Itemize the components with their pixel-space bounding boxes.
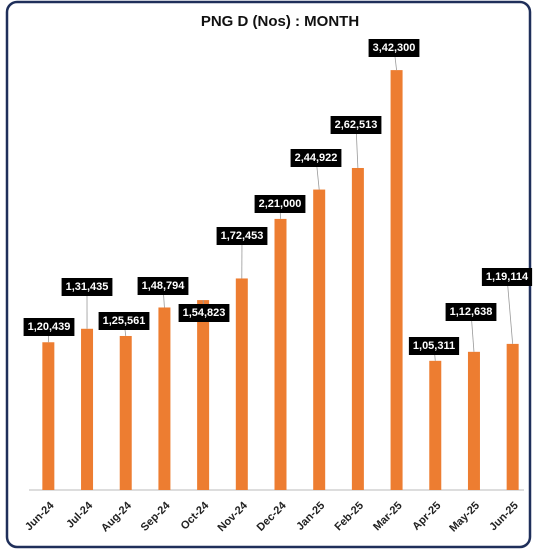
data-label-box xyxy=(178,304,230,322)
data-label-box xyxy=(216,227,268,245)
bar xyxy=(274,218,287,490)
bar xyxy=(313,189,326,490)
bar xyxy=(158,307,171,490)
bar xyxy=(235,278,248,490)
data-label-box xyxy=(98,312,150,330)
data-label-box xyxy=(481,268,533,286)
data-label: 1,05,311 xyxy=(413,340,455,352)
data-label: 2,62,513 xyxy=(335,119,378,131)
bar xyxy=(351,167,364,490)
data-label: 3,42,300 xyxy=(373,42,416,54)
bar xyxy=(467,351,480,490)
data-label: 1,31,435 xyxy=(66,281,109,293)
bar xyxy=(81,328,94,490)
data-label-box xyxy=(61,278,113,296)
data-label-box xyxy=(137,277,189,295)
data-label-box xyxy=(445,303,497,321)
data-label: 1,72,453 xyxy=(221,230,264,242)
bar xyxy=(506,343,519,490)
bar xyxy=(197,300,210,490)
left-strip xyxy=(0,0,10,550)
data-label-box xyxy=(408,337,460,355)
bar xyxy=(42,342,55,490)
bar xyxy=(119,335,132,490)
data-label-box xyxy=(254,195,306,213)
data-label: 1,12,638 xyxy=(450,306,493,318)
data-label: 1,25,561 xyxy=(103,315,146,327)
bar xyxy=(429,360,442,490)
leader-line xyxy=(506,276,514,344)
data-label: 1,48,794 xyxy=(142,280,186,292)
data-label: 1,20,439 xyxy=(28,321,71,333)
data-label-box xyxy=(23,318,75,336)
data-label: 2,44,922 xyxy=(295,152,338,164)
data-label: 1,19,114 xyxy=(486,271,529,283)
data-label-box xyxy=(368,39,420,57)
data-label-box xyxy=(290,149,342,167)
data-label: 1,54,823 xyxy=(183,307,226,319)
chart-title: PNG D (Nos) : MONTH xyxy=(201,13,359,30)
data-label-box xyxy=(330,116,382,134)
data-label: 2,21,000 xyxy=(259,198,302,210)
bar xyxy=(390,70,403,490)
